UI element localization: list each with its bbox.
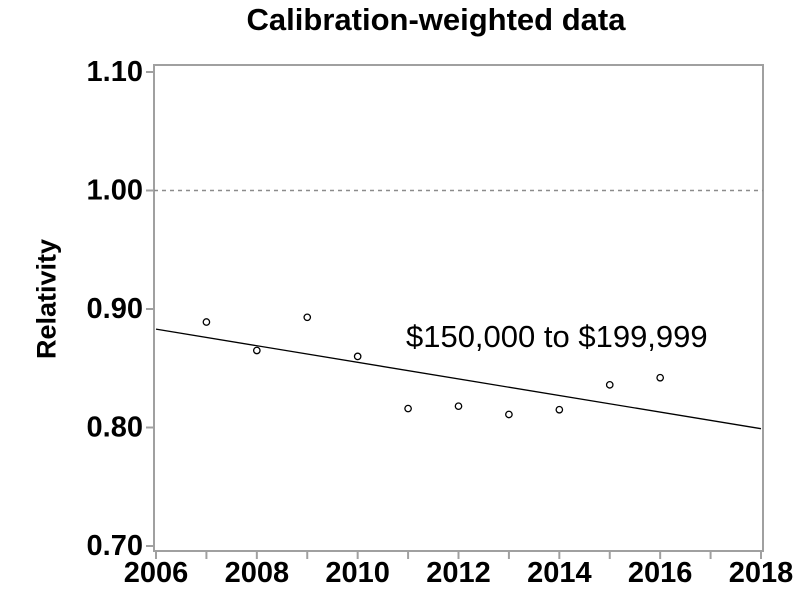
x-tick-label: 2012 — [426, 557, 491, 589]
data-point — [252, 346, 261, 355]
x-tick-label: 2018 — [729, 557, 794, 589]
data-point — [303, 313, 312, 322]
annotation-label: $150,000 to $199,999 — [406, 319, 708, 354]
data-point — [353, 352, 362, 361]
data-point — [605, 380, 614, 389]
y-tick-label: 0.80 — [87, 412, 143, 444]
x-tick-label: 2014 — [527, 557, 592, 589]
y-tick-label: 0.70 — [87, 530, 143, 562]
data-point — [555, 405, 564, 414]
y-tick-label: 1.00 — [87, 175, 143, 207]
data-point — [656, 373, 665, 382]
y-axis-label: Relativity — [31, 238, 62, 360]
data-point — [454, 402, 463, 411]
x-tick-label: 2010 — [325, 557, 390, 589]
x-tick-label: 2006 — [124, 557, 189, 589]
y-tick-label: 1.10 — [87, 56, 143, 88]
data-point — [404, 404, 412, 413]
x-tick-label: 2016 — [628, 557, 693, 589]
data-point — [505, 410, 513, 419]
trend-line — [155, 328, 762, 430]
x-tick-label: 2008 — [225, 557, 290, 589]
y-tick-label: 0.90 — [87, 293, 143, 325]
plot-frame — [153, 64, 764, 552]
data-point — [202, 318, 211, 326]
chart-title: Calibration-weighted data — [246, 2, 626, 37]
